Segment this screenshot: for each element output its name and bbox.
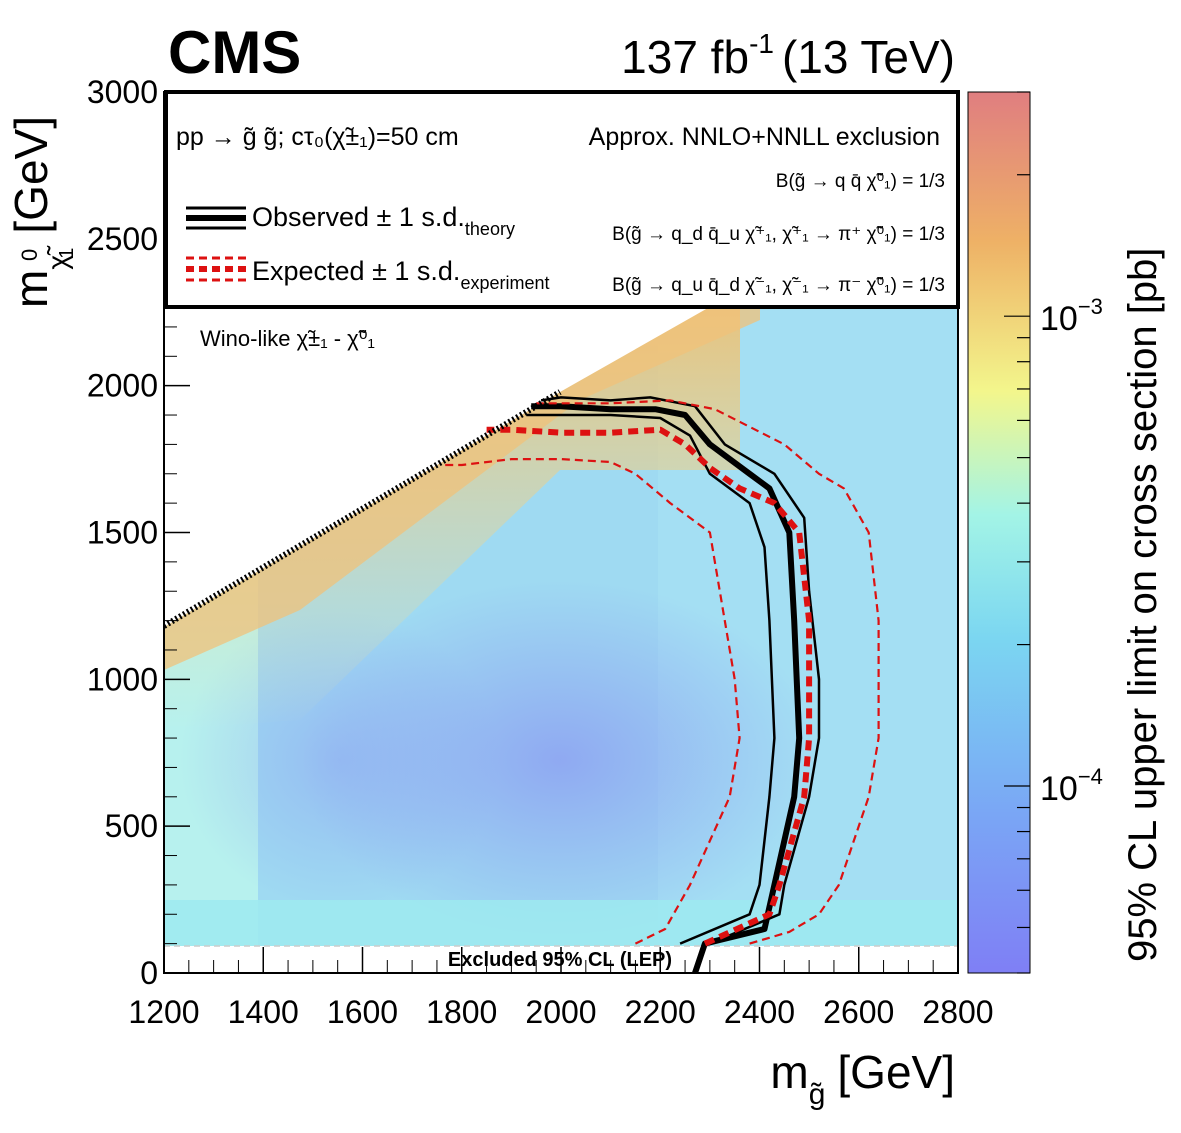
x-tick-label: 2200 <box>625 994 696 1030</box>
lumi-exponent: -1 <box>749 28 774 59</box>
y-axis-title: mχ̃0 1[GeV] <box>5 116 78 308</box>
color-bar-axis: 10−410−3 <box>1004 91 1103 974</box>
legend-box <box>164 90 960 309</box>
legend-observed-main: Observed ± 1 s.d. <box>252 202 465 232</box>
y-axis-title-main: m <box>5 270 57 308</box>
diagonal-boundary-line <box>164 389 562 629</box>
y-tick-label: 1500 <box>87 515 158 551</box>
y-tick-label: 2000 <box>87 368 158 404</box>
x-tick-label: 2800 <box>922 994 993 1030</box>
lep-label: Excluded 95% CL (LEP) <box>448 949 672 971</box>
contour-expected-minus1-s-d <box>441 458 741 945</box>
x-axis-title-main: m <box>770 1046 808 1098</box>
contour-expected-plus1-s-d <box>536 399 880 945</box>
x-tick-label: 2600 <box>823 994 894 1030</box>
contour-observed-plus1-s-d <box>540 396 821 945</box>
legend-process: pp → g̃ g̃; cτ₀(χ̃±₁)=50 cm <box>176 123 459 151</box>
y-tick-label: 3000 <box>87 74 158 110</box>
heatmap-bottom-strip <box>164 900 958 946</box>
z-tick-exponent: −3 <box>1078 294 1103 319</box>
legend-expected-main: Expected ± 1 s.d. <box>252 256 460 286</box>
contour-lines <box>441 396 880 973</box>
z-tick-label: 10−3 <box>1040 294 1103 338</box>
lumi-value: 137 fb <box>621 31 749 83</box>
legend-br3: B(g̃ → q_u q̄_d χ̃⁻₁, χ̃⁻₁ → π⁻ χ̃⁰₁) = … <box>612 275 945 296</box>
y-tick-label: 2500 <box>87 221 158 257</box>
x-axis-title: mg̃ [GeV] <box>770 1046 955 1111</box>
energy-label: (13 TeV) <box>782 31 955 83</box>
x-axis-title-unit: [GeV] <box>837 1046 955 1098</box>
diagonal-core <box>164 300 760 670</box>
y-tick-label: 500 <box>105 808 158 844</box>
legend-expected: Expected ± 1 s.d.experiment <box>252 256 549 293</box>
z-tick-exponent: −4 <box>1078 764 1103 789</box>
x-tick-label: 1800 <box>426 994 497 1030</box>
x-axis-title-sub: g̃ <box>809 1078 826 1111</box>
x-tick-label: 2400 <box>724 994 795 1030</box>
legend-approx: Approx. NNLO+NNLL exclusion <box>589 123 940 151</box>
z-tick-base: 10 <box>1040 770 1078 808</box>
z-tick-label: 10−4 <box>1040 764 1103 808</box>
x-tick-label: 2000 <box>525 994 596 1030</box>
legend-br2: B(g̃ → q_d q̄_u χ̃⁺₁, χ̃⁺₁ → π⁺ χ̃⁰₁) = … <box>612 224 945 245</box>
y-tick-label: 1000 <box>87 661 158 697</box>
y-tick-label: 0 <box>140 955 158 991</box>
z-tick-base: 10 <box>1040 300 1078 338</box>
color-bar-title: 95% CL upper limit on cross section [pb] <box>1121 248 1165 962</box>
color-bar <box>967 91 1031 974</box>
legend-br1: B(g̃ → q q̄ χ̃⁰₁) = 1/3 <box>776 171 945 192</box>
x-tick-label: 1200 <box>128 994 199 1030</box>
wino-label: Wino-like χ̃±₁ - χ̃⁰₁ <box>200 326 375 351</box>
y-axis-title-sub2: 1 <box>56 248 78 259</box>
legend: pp → g̃ g̃; cτ₀(χ̃±₁)=50 cm Approx. NNLO… <box>164 90 960 309</box>
contour-expected <box>486 426 813 947</box>
x-tick-label: 1600 <box>327 994 398 1030</box>
y-axis: 0 500 1000 1500 2000 2500 3000 <box>87 74 190 991</box>
legend-observed-sub: theory <box>465 219 515 239</box>
cms-label: CMS <box>168 19 301 86</box>
legend-observed: Observed ± 1 s.d.theory <box>252 202 515 239</box>
y-axis-title-unit: [GeV] <box>5 116 57 234</box>
legend-expected-sub: experiment <box>460 273 549 293</box>
contour-observed-minus1-s-d <box>526 413 776 945</box>
x-tick-label: 1400 <box>228 994 299 1030</box>
y-axis-title-sup: 0 <box>17 249 42 261</box>
lumi-label: 137 fb-1 (13 TeV) <box>621 28 955 83</box>
